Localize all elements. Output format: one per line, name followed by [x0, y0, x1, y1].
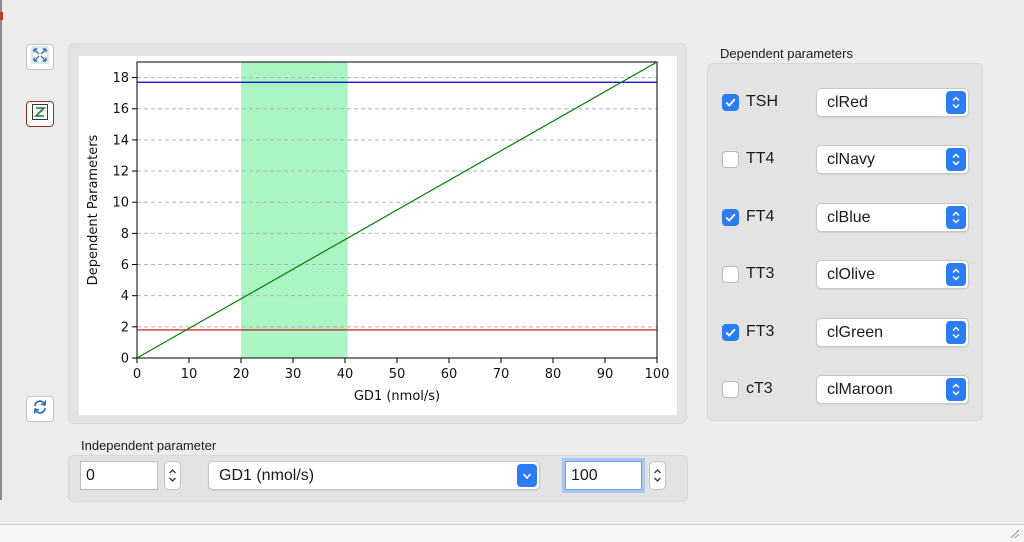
updown-chevron-icon — [946, 91, 966, 114]
x-tick-label: 90 — [597, 367, 614, 382]
x-tick-label: 70 — [493, 367, 510, 382]
refresh-button[interactable] — [26, 396, 54, 422]
dependent-label: TT4 — [746, 150, 775, 167]
max-value-field[interactable]: 100 — [565, 461, 642, 490]
checkbox-tt4[interactable] — [722, 150, 739, 168]
x-tick-label: 10 — [181, 367, 198, 382]
x-tick-label: 80 — [545, 367, 562, 382]
expand-arrows-icon — [31, 46, 49, 69]
window-left-edge — [0, 0, 2, 500]
left-edge-marker — [0, 12, 3, 20]
checkmark-icon — [725, 98, 736, 107]
x-axis-label: GD1 (nmol/s) — [354, 389, 440, 404]
independent-parameter-select[interactable]: GD1 (nmol/s) — [208, 461, 540, 490]
independent-parameter-value: GD1 (nmol/s) — [219, 466, 315, 484]
y-tick-label: 14 — [112, 133, 129, 148]
dependent-row-ct3: cT3 — [722, 376, 773, 402]
x-tick-label: 40 — [337, 367, 354, 382]
dependent-label: FT4 — [746, 208, 775, 225]
color-select-value: clMaroon — [827, 380, 893, 398]
y-tick-label: 12 — [112, 165, 129, 180]
stepper-arrows-icon — [654, 469, 661, 482]
dependent-row-ft4: FT4 — [722, 204, 774, 230]
updown-chevron-icon — [946, 148, 966, 171]
color-select-tt3[interactable]: clOlive — [816, 260, 969, 289]
chevron-down-icon — [517, 464, 537, 487]
checkbox-ft4[interactable] — [722, 208, 739, 226]
status-bar — [0, 524, 1024, 542]
color-select-ft4[interactable]: clBlue — [816, 203, 969, 232]
updown-chevron-icon — [946, 206, 966, 229]
y-tick-label: 8 — [121, 227, 129, 242]
color-select-value: clOlive — [827, 265, 876, 283]
max-value-stepper[interactable] — [649, 461, 666, 490]
dependent-parameters-panel — [707, 63, 983, 421]
color-select-value: clRed — [827, 93, 868, 111]
updown-chevron-icon — [946, 263, 966, 286]
dependent-row-ft3: FT3 — [722, 319, 774, 345]
color-select-value: clBlue — [827, 208, 871, 226]
y-tick-label: 10 — [112, 196, 129, 211]
checkbox-ft3[interactable] — [722, 323, 739, 341]
dependent-row-tt3: TT3 — [722, 261, 774, 287]
dependent-label: FT3 — [746, 323, 775, 340]
highlight-band — [241, 62, 348, 358]
fit-view-button[interactable] — [26, 44, 54, 70]
x-tick-label: 20 — [233, 367, 250, 382]
series-line-2 — [136, 61, 658, 359]
color-select-ct3[interactable]: clMaroon — [816, 375, 969, 404]
dependent-label: TSH — [746, 93, 778, 110]
color-select-tt4[interactable]: clNavy — [816, 145, 969, 174]
color-select-ft3[interactable]: clGreen — [816, 318, 969, 347]
x-tick-label: 0 — [133, 367, 141, 382]
stepper-arrows-icon — [169, 469, 176, 482]
min-value-field[interactable]: 0 — [80, 461, 158, 490]
checkbox-ct3[interactable] — [722, 380, 739, 398]
z-order-toggle-button[interactable] — [26, 101, 54, 127]
checkbox-tt3[interactable] — [722, 265, 739, 283]
updown-chevron-icon — [946, 378, 966, 401]
refresh-icon — [31, 398, 49, 421]
resize-grip-icon[interactable] — [1008, 527, 1020, 539]
x-tick-label: 30 — [285, 367, 302, 382]
independent-parameter-title: Independent parameter — [81, 438, 217, 453]
y-axis-label: Dependent Parameters — [86, 134, 101, 285]
color-select-value: clGreen — [827, 323, 884, 341]
x-tick-label: 60 — [441, 367, 458, 382]
chart-area[interactable]: 0 2 4 6 8 10 12 14 16 18 0 10 20 30 40 50 60 70 80 90 100 G… — [79, 56, 677, 415]
dependent-label: cT3 — [746, 380, 773, 397]
x-tick-label: 50 — [389, 367, 406, 382]
dependent-row-tt4: TT4 — [722, 146, 774, 172]
dependent-label: TT3 — [746, 265, 775, 282]
y-tick-label: 2 — [121, 320, 129, 335]
updown-chevron-icon — [946, 321, 966, 344]
min-value-stepper[interactable] — [164, 461, 181, 490]
y-tick-label: 6 — [121, 258, 129, 273]
y-tick-label: 0 — [121, 352, 129, 367]
checkbox-tsh[interactable] — [722, 93, 739, 111]
z-toggle-icon — [31, 103, 49, 126]
checkmark-icon — [725, 213, 736, 222]
y-tick-label: 4 — [121, 289, 129, 304]
y-tick-label: 18 — [112, 71, 129, 86]
dependent-parameters-title: Dependent parameters — [720, 46, 853, 61]
dependent-row-tsh: TSH — [722, 89, 778, 115]
x-tick-label: 100 — [645, 367, 670, 382]
color-select-value: clNavy — [827, 150, 876, 168]
y-tick-label: 16 — [112, 102, 129, 117]
line-chart[interactable]: 0 2 4 6 8 10 12 14 16 18 0 10 20 30 40 50 60 70 80 90 100 G… — [79, 56, 677, 415]
color-select-tsh[interactable]: clRed — [816, 88, 969, 117]
checkmark-icon — [725, 328, 736, 337]
